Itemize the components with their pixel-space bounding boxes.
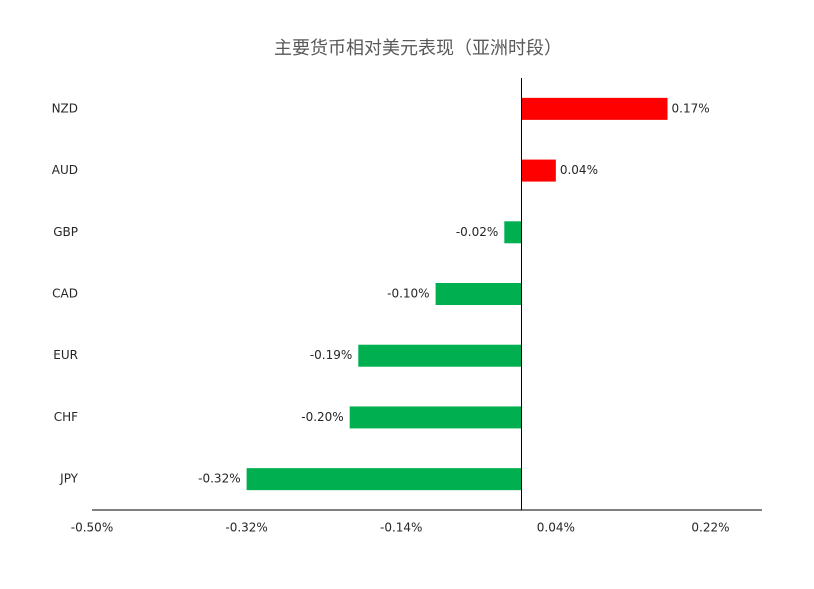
y-tick-label: AUD (52, 163, 78, 177)
y-tick-label: EUR (53, 348, 78, 362)
bar (521, 159, 556, 182)
x-tick-label: -0.14% (380, 521, 422, 535)
bar (435, 283, 522, 305)
bar (521, 97, 668, 120)
x-tick-label: 0.04% (537, 521, 575, 535)
data-label: -0.32% (198, 472, 240, 486)
bar (349, 406, 522, 429)
data-label: 0.04% (560, 163, 598, 177)
data-label: -0.02% (456, 225, 498, 239)
y-tick-label: CAD (52, 287, 78, 301)
y-tick-label: GBP (53, 225, 78, 239)
data-label: 0.17% (672, 101, 710, 115)
y-tick-label: NZD (52, 101, 78, 115)
x-tick-label: -0.32% (225, 521, 267, 535)
data-label: -0.10% (387, 287, 429, 301)
data-label: -0.20% (301, 410, 343, 424)
x-tick-label: -0.50% (71, 521, 113, 535)
bar (358, 344, 522, 367)
y-tick-label: CHF (54, 410, 78, 424)
x-tick-label: 0.22% (691, 521, 729, 535)
data-label: -0.19% (310, 348, 352, 362)
bar (504, 221, 522, 244)
y-tick-label: JPY (59, 472, 79, 486)
chart-title: 主要货币相对美元表现（亚洲时段） (274, 38, 562, 59)
bar (246, 468, 522, 491)
